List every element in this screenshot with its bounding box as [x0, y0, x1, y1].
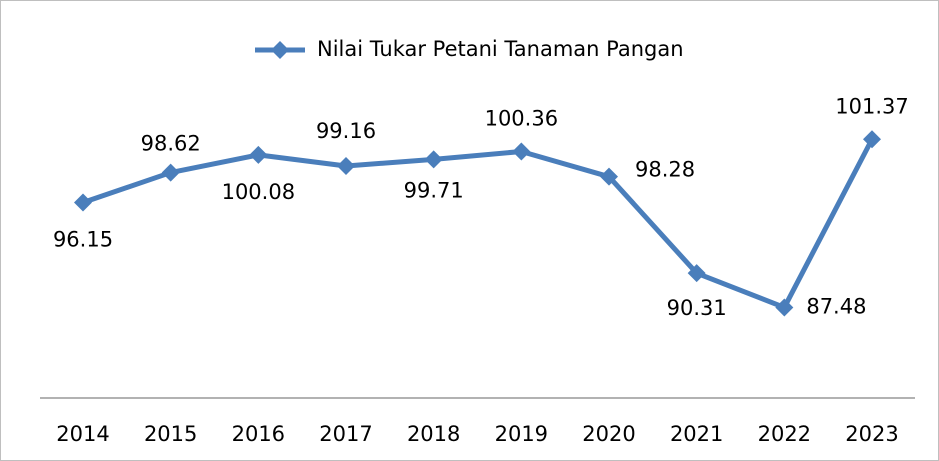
x-tick-label: 2022 — [758, 422, 811, 446]
point-marker — [775, 298, 794, 317]
data-label: 87.48 — [806, 294, 866, 318]
data-label: 99.71 — [404, 178, 464, 202]
point-marker — [249, 145, 268, 164]
data-label: 98.62 — [141, 132, 201, 156]
x-tick-label: 2020 — [582, 422, 635, 446]
data-label: 101.37 — [835, 94, 908, 118]
legend-label: Nilai Tukar Petani Tanaman Pangan — [317, 37, 684, 61]
data-label: 96.15 — [53, 227, 113, 251]
point-marker — [863, 130, 881, 149]
x-tick-label: 2021 — [670, 422, 723, 446]
x-tick-label: 2019 — [495, 422, 548, 446]
point-marker — [687, 264, 706, 283]
point-marker — [161, 163, 180, 182]
data-label: 100.08 — [222, 180, 295, 204]
point-marker — [74, 193, 92, 212]
point-marker — [600, 167, 618, 186]
x-tick-label: 2016 — [232, 422, 285, 446]
x-tick-label: 2023 — [845, 422, 898, 446]
point-marker — [337, 157, 355, 176]
point-marker — [512, 142, 531, 161]
x-tick-label: 2015 — [144, 422, 197, 446]
point-marker — [424, 150, 443, 169]
data-label: 98.28 — [635, 158, 695, 182]
data-label: 99.16 — [316, 119, 376, 143]
x-tick-label: 2017 — [319, 422, 372, 446]
x-tick-label: 2018 — [407, 422, 460, 446]
x-tick-label: 2014 — [56, 422, 109, 446]
data-label: 100.36 — [485, 106, 558, 130]
data-label: 90.31 — [667, 296, 727, 320]
legend-marker — [271, 41, 289, 59]
series-line — [82, 138, 875, 310]
